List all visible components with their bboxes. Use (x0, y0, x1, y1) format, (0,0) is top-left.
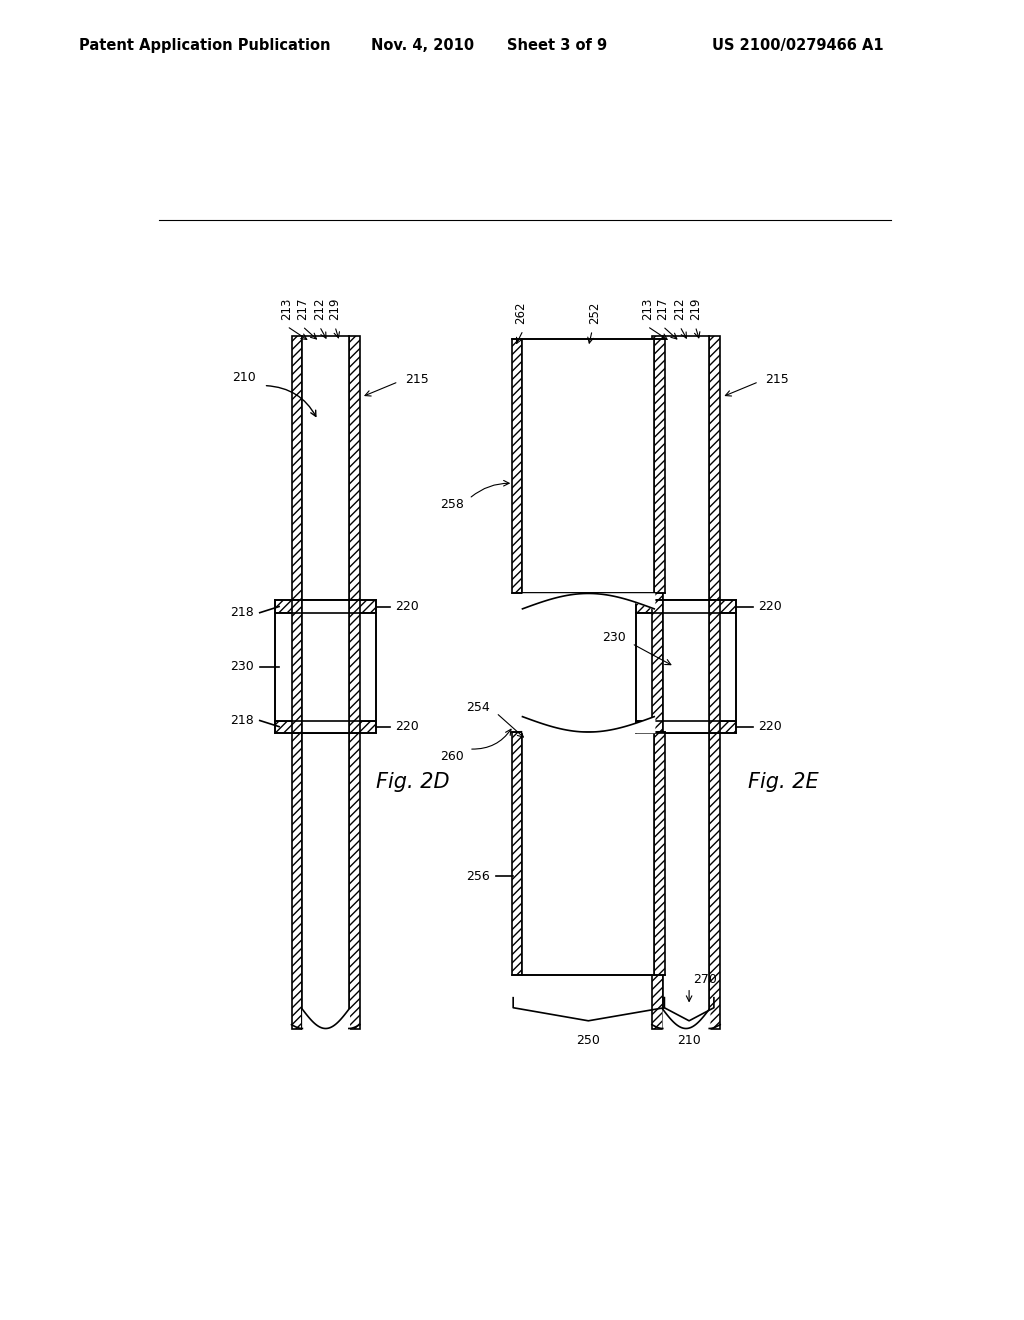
Text: Fig. 2D: Fig. 2D (376, 772, 450, 792)
Text: 218: 218 (229, 714, 254, 727)
Bar (654, 733, 665, 974)
Bar (275, 601, 376, 612)
Text: US 2100/0279466 A1: US 2100/0279466 A1 (712, 38, 884, 53)
Bar (512, 339, 522, 594)
Text: 220: 220 (395, 601, 419, 612)
Text: 260: 260 (440, 750, 464, 763)
Text: 230: 230 (229, 660, 254, 673)
Bar (636, 721, 736, 733)
Bar (512, 733, 522, 974)
Text: Sheet 3 of 9: Sheet 3 of 9 (507, 38, 607, 53)
Bar (292, 601, 302, 733)
Text: 220: 220 (758, 721, 782, 733)
Text: 258: 258 (439, 499, 464, 511)
Text: Nov. 4, 2010: Nov. 4, 2010 (371, 38, 474, 53)
Bar (663, 601, 710, 733)
Text: 262: 262 (514, 301, 527, 323)
Bar (636, 601, 736, 612)
Bar (275, 612, 376, 721)
Text: 219: 219 (329, 297, 341, 321)
Bar (636, 612, 736, 721)
Text: 215: 215 (765, 372, 788, 385)
Text: 230: 230 (602, 631, 626, 644)
Bar (710, 335, 720, 1028)
Bar (710, 601, 720, 733)
Text: 215: 215 (404, 372, 428, 385)
Text: Patent Application Publication: Patent Application Publication (79, 38, 331, 53)
Text: 220: 220 (395, 721, 419, 733)
Bar (349, 335, 359, 1028)
Bar (292, 335, 302, 1028)
Bar (663, 335, 710, 1028)
Text: 220: 220 (758, 601, 782, 612)
Text: 254: 254 (466, 701, 489, 714)
Bar (349, 601, 359, 733)
Bar (652, 601, 663, 733)
Text: 212: 212 (674, 297, 686, 321)
Text: 217: 217 (656, 297, 670, 321)
Text: 213: 213 (641, 298, 653, 321)
Bar (522, 733, 654, 974)
Bar (275, 721, 376, 733)
Text: 212: 212 (313, 297, 326, 321)
Text: 218: 218 (229, 606, 254, 619)
Text: Fig. 2E: Fig. 2E (748, 772, 819, 792)
Text: 213: 213 (281, 298, 293, 321)
Bar (302, 601, 349, 733)
Text: 252: 252 (588, 301, 601, 323)
Bar (654, 339, 665, 594)
Text: 217: 217 (296, 297, 309, 321)
Text: 250: 250 (577, 1034, 600, 1047)
Bar (302, 335, 349, 1028)
Text: 210: 210 (232, 371, 256, 384)
Text: 256: 256 (466, 870, 489, 883)
Bar (652, 335, 663, 1028)
Text: 270: 270 (693, 973, 717, 986)
Bar (522, 339, 654, 594)
Text: 210: 210 (677, 1034, 701, 1047)
Text: 219: 219 (689, 297, 701, 321)
